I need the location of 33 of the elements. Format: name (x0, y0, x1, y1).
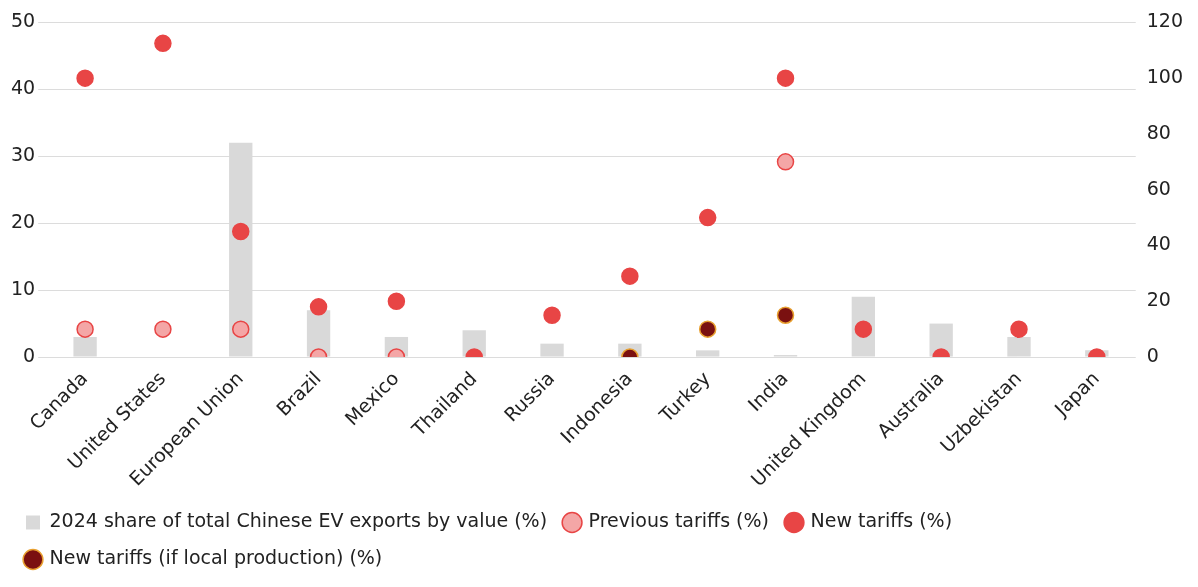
point (231, 222, 250, 241)
point (698, 320, 717, 338)
point (76, 320, 94, 338)
point (543, 306, 561, 324)
y2-tick-label: 0 (1146, 343, 1159, 366)
point (387, 292, 406, 311)
y-tick-label: 10 (10, 277, 36, 300)
y2-tick-label: 100 (1146, 65, 1183, 88)
legend-label: New tariffs (%) (810, 509, 953, 532)
point (309, 298, 328, 316)
y-tick-label: 40 (10, 76, 36, 99)
point (776, 69, 795, 87)
y2-tick-label: 60 (1146, 176, 1171, 199)
y-tick-label: 20 (10, 210, 36, 233)
legend-label: Previous tariffs (%) (588, 509, 770, 532)
legend-label: New tariffs (if local production) (%) (49, 546, 383, 569)
y2-tick-label: 120 (1146, 9, 1183, 32)
legend-label: 2024 share of total Chinese EV exports by value (%) (49, 509, 548, 532)
y-tick-label: 0 (23, 343, 36, 366)
point (76, 69, 94, 87)
point (621, 267, 639, 285)
y2-tick-label: 40 (1146, 232, 1171, 255)
point (231, 320, 250, 338)
point (776, 306, 795, 324)
point (1010, 320, 1028, 338)
point (698, 208, 717, 227)
point (154, 320, 172, 338)
y2-tick-label: 80 (1146, 120, 1171, 143)
y-tick-label: 30 (10, 143, 36, 166)
y2-tick-label: 20 (1146, 288, 1171, 311)
point (154, 34, 172, 53)
y-tick-label: 50 (10, 9, 36, 32)
point (776, 153, 795, 171)
